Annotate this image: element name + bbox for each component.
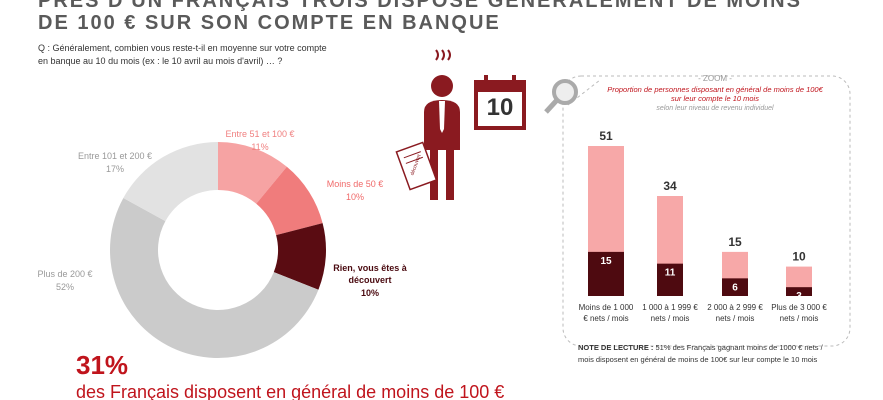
zoom-box xyxy=(562,75,851,347)
bar-value: 15 xyxy=(600,256,612,267)
donut-slice xyxy=(256,166,323,236)
slice-label: Entre 101 et 200 € xyxy=(77,151,153,161)
x-tick-label: 2 000 à 2 999 € nets / mois xyxy=(707,303,763,323)
donut-slice xyxy=(218,142,287,204)
zoom-subtitle: Proportion de personnes disposant en gén… xyxy=(607,85,823,103)
bar xyxy=(588,251,624,296)
person-icon xyxy=(395,49,460,200)
bar-value: 3 xyxy=(796,291,802,302)
bar xyxy=(657,263,683,296)
donut-slice xyxy=(123,142,218,222)
calendar-icon xyxy=(474,75,526,130)
note-label: NOTE DE LECTURE : xyxy=(578,343,654,352)
highlight-value: 31% xyxy=(76,350,129,380)
x-tick-label: 1 000 à 1 999 € nets / mois xyxy=(642,303,698,323)
bar xyxy=(722,278,748,296)
title-line: PRÈS D'UN FRANÇAIS TROIS DISPOSE GÉNÉRAL… xyxy=(38,0,802,12)
slice-value: 17% xyxy=(105,164,124,174)
slice-value: 10% xyxy=(360,288,379,298)
slice-label: Entre 51 et 100 € xyxy=(225,129,295,139)
bar-value: 11 xyxy=(665,268,676,279)
reading-note: NOTE DE LECTURE : 51% des Français gagna… xyxy=(578,342,838,366)
bar-value: 51 xyxy=(599,129,613,143)
question: Q : Généralement, combien vous reste-t-i… xyxy=(38,43,327,66)
slice-label: Plus de 200 € xyxy=(37,269,93,279)
donut-slice xyxy=(273,223,326,290)
slice-value: 11% xyxy=(251,142,269,152)
magnifier-icon xyxy=(544,79,578,114)
slice-label: Rien, vous êtes à découvert xyxy=(333,263,407,285)
note-text: 51% des Français gagnant moins de 1000 €… xyxy=(578,343,823,364)
zoom-heading: - ZOOM - xyxy=(698,74,732,83)
x-tick-label: Plus de 3 000 € nets / mois xyxy=(771,303,827,323)
bar-value: 34 xyxy=(663,179,677,193)
slice-label: Moins de 50 € xyxy=(326,179,384,189)
bar-value: 10 xyxy=(792,250,806,264)
zoom-subtitle: selon leur niveau de revenu individuel xyxy=(656,105,774,112)
slice-value: 10% xyxy=(345,192,364,202)
donut-slice xyxy=(110,197,319,358)
x-tick-label: Moins de 1 000 € nets / mois xyxy=(578,303,634,323)
bar xyxy=(786,287,812,296)
bar-value: 15 xyxy=(728,235,742,249)
title-line: DE 100 € SUR SON COMPTE EN BANQUE xyxy=(38,12,501,34)
calendar-day: 10 xyxy=(486,94,514,121)
highlight-text: des Français disposent en général de moi… xyxy=(76,382,505,400)
slice-value: 52% xyxy=(55,282,74,292)
bar-value: 6 xyxy=(732,282,738,293)
